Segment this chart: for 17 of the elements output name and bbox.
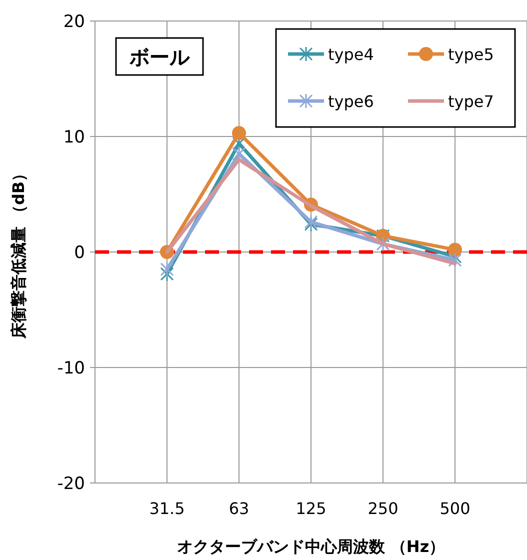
legend-label: type7 <box>448 92 494 111</box>
y-tick-label: 0 <box>74 243 85 263</box>
x-tick-label: 63 <box>228 499 250 518</box>
x-tick-label: 31.5 <box>149 499 185 518</box>
y-tick-label: -10 <box>57 358 85 378</box>
annotation: ボール <box>128 45 190 69</box>
legend-label: type5 <box>448 45 494 64</box>
y-tick-label: -20 <box>57 474 85 494</box>
y-axis-title: 床衝撃音低減量 （dB） <box>9 165 28 340</box>
legend-label: type4 <box>328 45 374 64</box>
y-tick-label: 20 <box>63 12 85 32</box>
x-tick-label: 250 <box>368 499 398 518</box>
x-axis-title: オクターブバンド中心周波数 （Hz） <box>176 537 446 556</box>
legend-label: type6 <box>328 92 374 111</box>
y-tick-label: 10 <box>63 128 85 148</box>
x-tick-label: 500 <box>440 499 470 518</box>
x-tick-label: 125 <box>296 499 326 518</box>
